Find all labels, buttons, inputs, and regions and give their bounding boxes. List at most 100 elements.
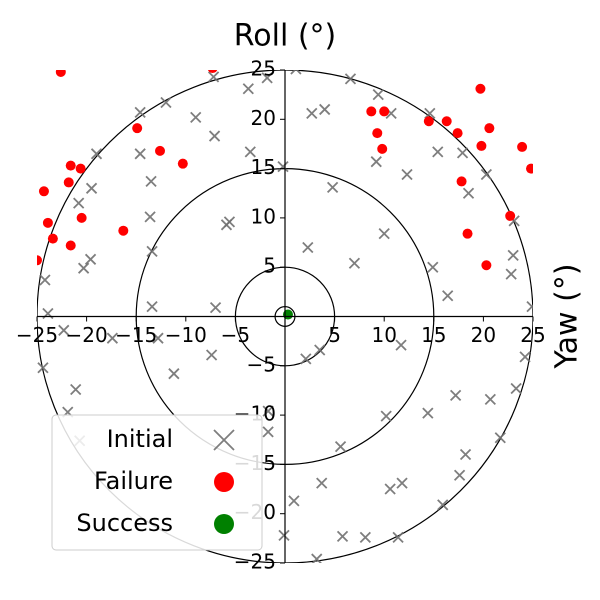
- x-marker: [90, 148, 103, 160]
- x-marker: [449, 389, 462, 402]
- x-marker: [213, 429, 235, 451]
- legend-box: [51, 414, 263, 551]
- x-marker: [370, 156, 382, 168]
- x-marker: [427, 261, 439, 273]
- x-tick-label: 15: [421, 323, 446, 347]
- dot-marker: [476, 140, 487, 151]
- x-tick-label: 20: [471, 323, 496, 347]
- x-marker: [494, 432, 506, 444]
- x-marker: [380, 410, 392, 422]
- x-tick-label: −15: [115, 323, 157, 347]
- dot-marker: [377, 143, 388, 154]
- dot-marker: [177, 158, 188, 169]
- x-marker: [507, 249, 519, 262]
- dot-marker: [366, 106, 377, 117]
- x-marker: [396, 477, 408, 489]
- x-tick-label: −5: [221, 323, 250, 347]
- dot-marker: [379, 106, 390, 117]
- x-marker: [456, 147, 469, 159]
- x-marker: [334, 441, 347, 453]
- x-tick-label: 5: [328, 323, 341, 347]
- x-marker: [146, 301, 158, 313]
- legend: Initial Failure Success: [51, 414, 263, 551]
- x-marker: [244, 146, 256, 158]
- x-marker: [336, 530, 349, 543]
- x-marker: [73, 197, 85, 209]
- dot-marker: [132, 123, 143, 134]
- x-marker: [190, 111, 202, 123]
- dot-marker: [456, 176, 467, 187]
- x-marker: [134, 106, 146, 119]
- y-tick-label: 20: [251, 106, 276, 130]
- x-marker: [208, 130, 221, 142]
- x-marker: [384, 483, 396, 495]
- legend-label: Failure: [94, 467, 173, 495]
- x-marker: [395, 339, 407, 351]
- x-tick-label: −10: [165, 323, 207, 347]
- dot-marker: [118, 225, 129, 236]
- x-marker: [378, 228, 390, 240]
- x-marker: [70, 383, 82, 396]
- dot-marker: [37, 255, 42, 266]
- x-marker: [344, 73, 357, 85]
- x-marker: [348, 257, 361, 269]
- x-marker: [145, 175, 157, 188]
- dot-marker: [55, 70, 66, 77]
- x-marker: [302, 241, 314, 254]
- dot-marker: [63, 177, 74, 188]
- dot-marker: [155, 145, 166, 156]
- legend-label: Initial: [107, 425, 173, 453]
- x-marker: [480, 168, 493, 181]
- x-marker: [510, 382, 522, 395]
- x-marker: [160, 96, 172, 109]
- dot-marker: [75, 163, 86, 174]
- x-marker: [319, 103, 331, 116]
- dot-marker: [505, 210, 516, 221]
- x-tick-label: 25: [520, 323, 545, 347]
- x-tick-label: 10: [371, 323, 396, 347]
- x-marker: [424, 107, 436, 120]
- dot-marker: [65, 240, 76, 251]
- y-tick-label: 25: [251, 57, 276, 81]
- x-marker: [459, 448, 472, 461]
- x-marker: [134, 148, 146, 160]
- dot-marker: [42, 217, 53, 228]
- x-marker: [316, 477, 328, 489]
- y-tick-label: 5: [263, 254, 276, 278]
- x-marker: [58, 324, 70, 336]
- dot-marker: [65, 160, 76, 171]
- x-marker: [37, 362, 49, 374]
- x-marker: [84, 253, 97, 265]
- x-marker: [242, 83, 254, 95]
- dot-marker: [517, 141, 528, 152]
- x-marker: [223, 216, 236, 228]
- x-marker: [392, 531, 404, 544]
- x-marker: [437, 499, 449, 511]
- chart-title: Roll (°): [234, 19, 336, 54]
- x-marker: [422, 407, 434, 419]
- x-tick-label: −20: [65, 323, 107, 347]
- x-marker: [314, 344, 326, 356]
- x-marker: [432, 146, 444, 158]
- x-tick-label: −25: [16, 323, 58, 347]
- dot-marker: [207, 70, 218, 74]
- y-tick-label: 10: [251, 204, 276, 228]
- x-marker: [261, 72, 273, 84]
- x-marker: [277, 160, 289, 173]
- x-marker: [326, 181, 339, 193]
- x-marker: [262, 426, 274, 438]
- dot-marker: [475, 83, 486, 94]
- dot-marker: [214, 472, 234, 492]
- y-tick-label: −5: [247, 352, 276, 376]
- x-marker: [359, 531, 371, 544]
- y-tick-label: −25: [234, 550, 276, 574]
- x-marker: [401, 168, 413, 181]
- x-marker: [262, 405, 274, 417]
- x-marker: [209, 301, 222, 314]
- x-marker: [207, 71, 220, 83]
- x-marker: [442, 290, 454, 302]
- y-axis-label: Yaw (°): [550, 263, 585, 369]
- dot-marker: [441, 116, 452, 127]
- x-marker: [462, 187, 475, 199]
